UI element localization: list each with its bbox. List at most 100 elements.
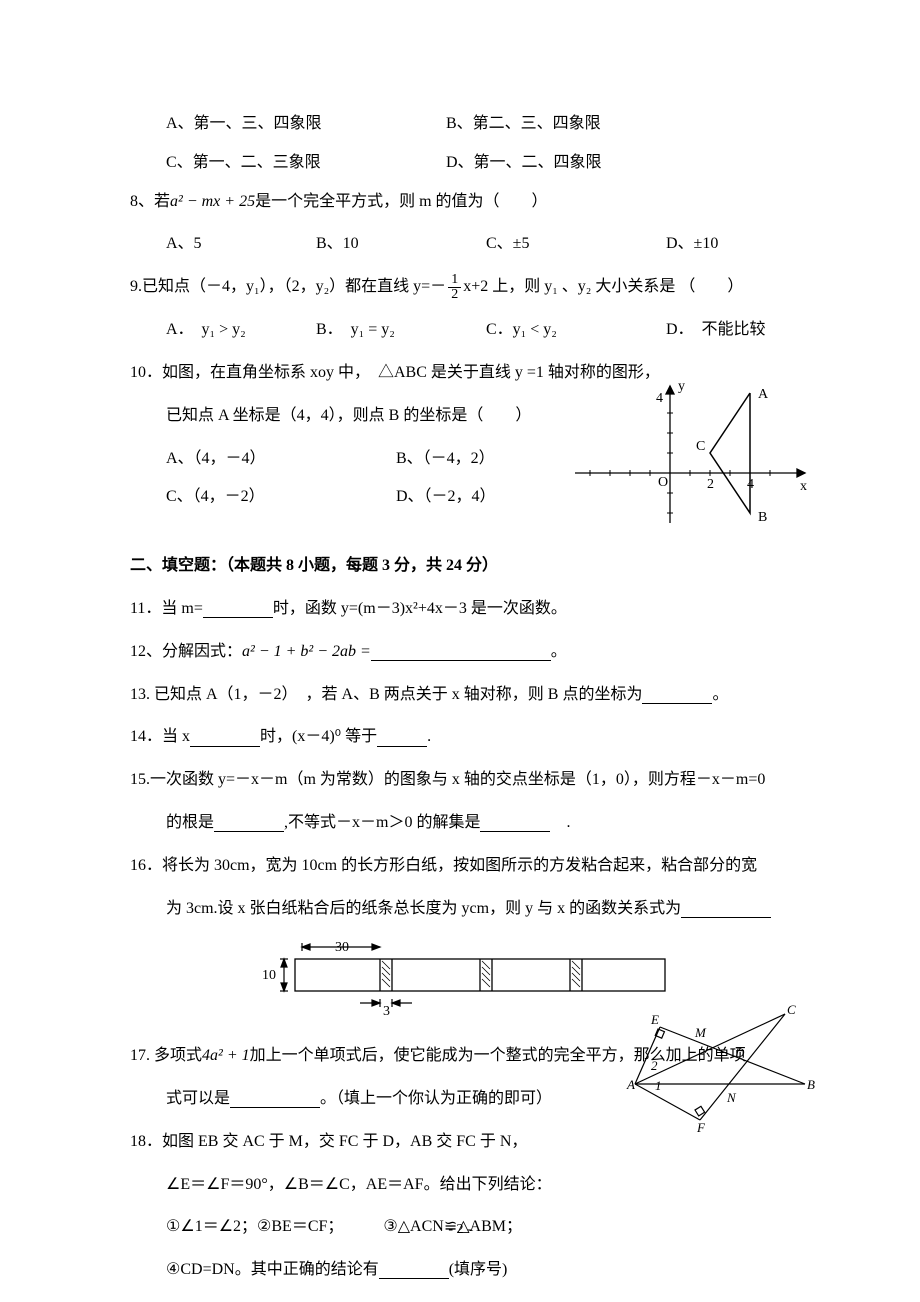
q18-blank[interactable] <box>379 1262 449 1280</box>
q12-p1: 12、分解因式： <box>130 638 242 667</box>
q13-p2: 。 <box>712 681 728 710</box>
q8-suffix: 是一个完全平方式，则 m 的值为（ ） <box>255 188 547 217</box>
svg-text:C: C <box>787 1002 796 1017</box>
q15-line2: 的根是 ,不等式－x－m＞0 的解集是 . <box>130 809 790 838</box>
q15-blank2[interactable] <box>480 815 550 833</box>
q15-l2p3: . <box>550 809 570 838</box>
q7-choice-d: D、第一、二、四象限 <box>446 149 790 178</box>
q18-line4: ④CD=DN。其中正确的结论有 (填序号) <box>130 1256 790 1285</box>
q17-formula: 4a² + 1 <box>202 1042 250 1071</box>
q18-line1: 18．如图 EB 交 AC 于 M，交 FC 于 D，AB 交 FC 于 N， <box>130 1128 790 1157</box>
q9-choice-a: A． y₁ > y₂ <box>166 316 316 345</box>
svg-text:2: 2 <box>651 1058 658 1073</box>
q14-p1: 14．当 x <box>130 723 190 752</box>
svg-text:1: 1 <box>655 1078 662 1093</box>
q10-stem2: 已知点 A 坐标是（4，4），则点 B 的坐标是（ ） <box>130 402 570 431</box>
q17-l2p2: 。（填上一个你认为正确的即可） <box>320 1085 552 1114</box>
q10-label-c: C <box>696 439 705 454</box>
q7-choice-b: B、第二、三、四象限 <box>446 110 790 139</box>
svg-text:M: M <box>694 1025 707 1040</box>
q13: 13. 已知点 A（1，－2） ，若 A、B 两点关于 x 轴对称，则 B 点的… <box>130 681 790 710</box>
q10-choice-b: B、（－4，2） <box>396 445 570 474</box>
q11-blank[interactable] <box>203 601 273 619</box>
q12: 12、分解因式： a² − 1 + b² − 2ab = 。 <box>130 638 790 667</box>
q9-choice-b: B． y₁ = y₂ <box>316 316 486 345</box>
q8-choice-c: C、±5 <box>486 230 666 259</box>
svg-text:3: 3 <box>383 1004 390 1017</box>
q9-p1: 9.已知点（－4，y₁），（2，y₂）都在直线 y=－ <box>130 273 446 302</box>
q17-blank[interactable] <box>230 1091 320 1109</box>
q14-p3: . <box>427 723 431 752</box>
q9-stem: 9.已知点（－4，y₁），（2，y₂）都在直线 y=－ 1 2 x+2 上，则 … <box>130 273 790 302</box>
q10-label-b: B <box>758 510 767 525</box>
q13-blank[interactable] <box>642 686 712 704</box>
q10-y-label: y <box>678 379 685 394</box>
q9-fraction: 1 2 <box>448 273 461 302</box>
q18-l4p2: (填序号) <box>449 1256 508 1285</box>
svg-text:F: F <box>696 1120 706 1132</box>
svg-text:30: 30 <box>335 940 349 955</box>
page-number: - 2 - <box>0 1217 920 1242</box>
svg-text:10: 10 <box>262 968 276 983</box>
q8-choices: A、5 B、10 C、±5 D、±10 <box>130 230 790 259</box>
svg-text:4: 4 <box>656 391 663 406</box>
svg-text:E: E <box>650 1012 659 1027</box>
q8-formula: a² − mx + 25 <box>170 188 255 217</box>
q10-graph: y x A B C O 4 2 4 <box>570 378 820 528</box>
q15-line1: 15.一次函数 y=－x－m（m 为常数）的图象与 x 轴的交点坐标是（1，0）… <box>130 766 790 795</box>
q14-blank2[interactable] <box>377 729 427 747</box>
q15-blank1[interactable] <box>214 815 284 833</box>
svg-text:D: D <box>734 1045 745 1060</box>
q14-p2: 时，(x－4)⁰ 等于 <box>260 723 377 752</box>
q17-l1p1: 17. 多项式 <box>130 1042 202 1071</box>
q18-line2: ∠E＝∠F＝90°，∠B＝∠C，AE＝AF。给出下列结论： <box>130 1171 790 1200</box>
q10-choices-row1: A、（4，－4） B、（－4，2） <box>130 445 570 474</box>
q8-choice-b: B、10 <box>316 230 486 259</box>
svg-text:2: 2 <box>707 477 714 492</box>
q9-frac-den: 2 <box>448 288 461 302</box>
q7-choice-c: C、第一、二、三象限 <box>166 149 446 178</box>
q17-l2p1: 式可以是 <box>166 1085 230 1114</box>
q12-blank[interactable] <box>371 643 551 661</box>
q15-l2p1: 的根是 <box>166 809 214 838</box>
q8-prefix: 8、若 <box>130 188 170 217</box>
q12-formula: a² − 1 + b² − 2ab = <box>242 638 371 667</box>
svg-text:A: A <box>626 1077 635 1092</box>
q16-line2: 为 3cm.设 x 张白纸粘合后的纸条总长度为 ycm，则 y 与 x 的函数关… <box>130 895 790 924</box>
q10-label-o: O <box>658 475 668 490</box>
q8-choice-d: D、±10 <box>666 230 790 259</box>
svg-text:B: B <box>807 1077 815 1092</box>
q8-stem: 8、若 a² − mx + 25 是一个完全平方式，则 m 的值为（ ） <box>130 188 790 217</box>
q13-p1: 13. 已知点 A（1，－2） ，若 A、B 两点关于 x 轴对称，则 B 点的… <box>130 681 642 710</box>
svg-text:4: 4 <box>747 477 754 492</box>
q16-blank[interactable] <box>681 900 771 918</box>
q10-choice-c: C、（4，－2） <box>166 483 396 512</box>
q18-l4p1: ④CD=DN。其中正确的结论有 <box>166 1256 379 1285</box>
q11-p2: 时，函数 y=(m－3)x²+4x－3 是一次函数。 <box>273 595 567 624</box>
q14-blank1[interactable] <box>190 729 260 747</box>
q10-x-label: x <box>800 479 807 494</box>
q10-choice-d: D、（－2，4） <box>396 483 570 512</box>
section2-title: 二、填空题：（本题共 8 小题，每题 3 分，共 24 分） <box>130 552 790 581</box>
svg-text:N: N <box>726 1090 737 1105</box>
q15-l2p2: ,不等式－x－m＞0 的解集是 <box>284 809 480 838</box>
q10-choice-a: A、（4，－4） <box>166 445 396 474</box>
q9-choices: A． y₁ > y₂ B． y₁ = y₂ C．y₁ < y₂ D． 不能比较 <box>130 316 790 345</box>
q9-frac-num: 1 <box>448 273 461 288</box>
q9-p2: x+2 上，则 y₁ 、y₂ 大小关系是 （ ） <box>463 273 743 302</box>
q16-line1: 16．将长为 30cm，宽为 10cm 的长方形白纸，按如图所示的方发粘合起来，… <box>130 852 790 881</box>
q7-choices-row2: C、第一、二、三象限 D、第一、二、四象限 <box>130 149 790 178</box>
q14: 14．当 x 时，(x－4)⁰ 等于 . <box>130 723 790 752</box>
q9-choice-d: D． 不能比较 <box>666 316 790 345</box>
q11: 11．当 m= 时，函数 y=(m－3)x²+4x－3 是一次函数。 <box>130 595 790 624</box>
q7-choice-a: A、第一、三、四象限 <box>166 110 446 139</box>
q11-p1: 11．当 m= <box>130 595 203 624</box>
q10-label-a: A <box>758 387 769 402</box>
q10-choices-row2: C、（4，－2） D、（－2，4） <box>130 483 570 512</box>
q18-diagram: A B C E F M N D 2 1 <box>625 1002 815 1132</box>
q16-l2p1: 为 3cm.设 x 张白纸粘合后的纸条总长度为 ycm，则 y 与 x 的函数关… <box>166 895 681 924</box>
q7-choices-row1: A、第一、三、四象限 B、第二、三、四象限 <box>130 110 790 139</box>
q8-choice-a: A、5 <box>166 230 316 259</box>
q9-choice-c: C．y₁ < y₂ <box>486 316 666 345</box>
q12-p2: 。 <box>551 638 567 667</box>
